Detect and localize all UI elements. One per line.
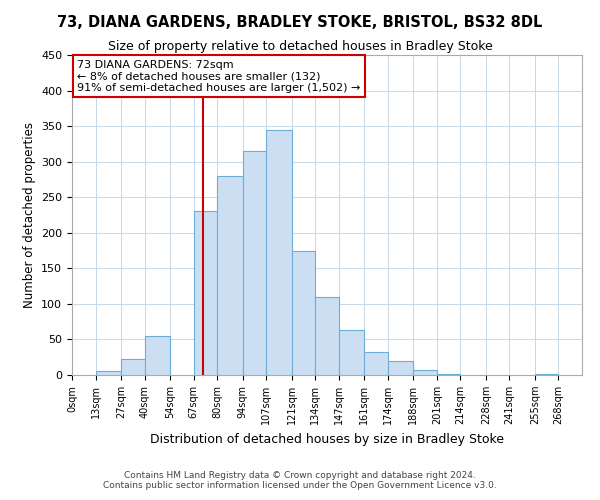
Bar — [315, 297, 339, 375]
X-axis label: Distribution of detached houses by size in Bradley Stoke: Distribution of detached houses by size … — [150, 432, 504, 446]
Bar — [121, 360, 145, 375]
Bar — [194, 212, 217, 375]
Text: Contains HM Land Registry data © Crown copyright and database right 2024.
Contai: Contains HM Land Registry data © Crown c… — [103, 470, 497, 490]
Bar — [95, 370, 121, 375]
Bar — [145, 336, 170, 375]
Bar — [242, 151, 266, 375]
Y-axis label: Number of detached properties: Number of detached properties — [23, 122, 35, 308]
Bar — [339, 330, 364, 375]
Bar — [364, 352, 388, 375]
Text: Size of property relative to detached houses in Bradley Stoke: Size of property relative to detached ho… — [107, 40, 493, 53]
Text: 73, DIANA GARDENS, BRADLEY STOKE, BRISTOL, BS32 8DL: 73, DIANA GARDENS, BRADLEY STOKE, BRISTO… — [58, 15, 542, 30]
Bar — [292, 250, 315, 375]
Text: 73 DIANA GARDENS: 72sqm
← 8% of detached houses are smaller (132)
91% of semi-de: 73 DIANA GARDENS: 72sqm ← 8% of detached… — [77, 60, 361, 93]
Bar — [437, 374, 460, 375]
Bar — [217, 176, 242, 375]
Bar — [413, 370, 437, 375]
Bar — [535, 374, 559, 375]
Bar — [388, 362, 413, 375]
Bar — [266, 130, 292, 375]
